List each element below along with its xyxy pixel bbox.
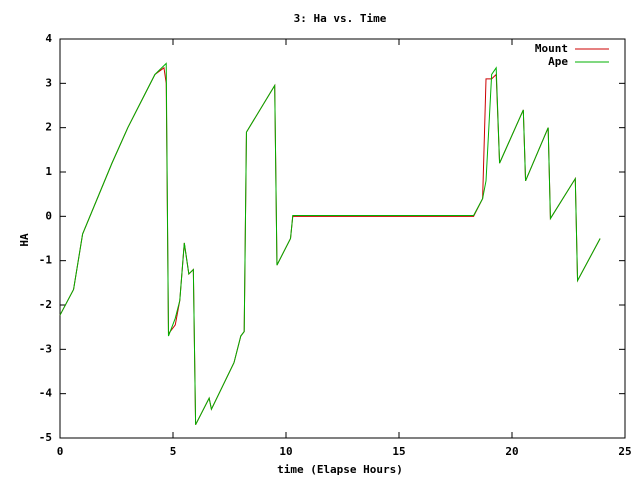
legend-label: Mount: [535, 42, 568, 55]
y-tick-label: 4: [45, 32, 52, 45]
chart-title: 3: Ha vs. Time: [294, 12, 387, 25]
y-tick-label: 2: [45, 121, 52, 134]
x-tick-label: 20: [505, 445, 518, 458]
y-axis-label: HA: [18, 233, 31, 247]
x-tick-label: 5: [170, 445, 177, 458]
x-tick-label: 10: [279, 445, 292, 458]
y-tick-label: 0: [45, 209, 52, 222]
x-tick-label: 0: [57, 445, 64, 458]
y-tick-label: 1: [45, 165, 52, 178]
x-axis-label: time (Elapse Hours): [277, 463, 403, 476]
x-tick-label: 25: [618, 445, 631, 458]
y-tick-label: 3: [45, 76, 52, 89]
y-tick-label: -3: [39, 342, 52, 355]
y-tick-label: -1: [39, 254, 53, 267]
x-tick-label: 15: [392, 445, 405, 458]
data-line: [59, 62, 601, 425]
y-tick-label: -2: [39, 298, 52, 311]
data-line: [59, 66, 601, 425]
plot-border: [59, 38, 626, 439]
y-tick-label: -4: [39, 387, 53, 400]
legend-label: Ape: [548, 55, 568, 68]
y-tick-label: -5: [39, 431, 52, 444]
